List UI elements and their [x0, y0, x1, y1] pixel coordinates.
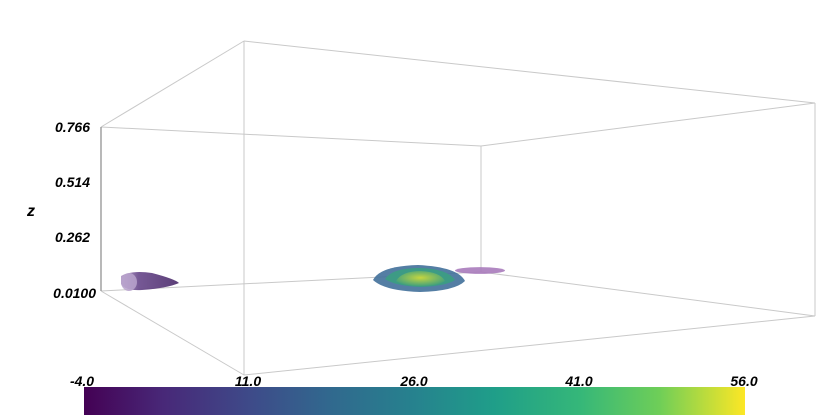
z-tick-label: 0.262	[55, 229, 90, 245]
colorbar-tick-label: 56.0	[730, 373, 757, 389]
box-edge	[100, 290, 245, 376]
isosurface-right-small	[455, 267, 505, 274]
colorbar-bar	[84, 387, 745, 415]
box-edge	[100, 126, 482, 147]
isosurface-center-inner	[396, 271, 445, 286]
box-edge	[100, 40, 245, 128]
z-tick-label: 0.766	[55, 119, 90, 135]
box-edge	[243, 40, 816, 104]
isosurface-left-blob-cap	[121, 273, 137, 291]
bounding-box	[100, 40, 816, 376]
z-axis: 0.766 0.514 0.262 0.0100 z	[26, 119, 96, 301]
box-edge	[480, 271, 816, 317]
box-edge	[243, 315, 816, 376]
z-tick-label: 0.514	[55, 174, 90, 190]
isosurfaces	[121, 265, 505, 292]
colorbar: -4.0 11.0 26.0 41.0 56.0	[70, 373, 758, 415]
colorbar-tick-label: 26.0	[399, 373, 427, 389]
z-axis-title: z	[26, 203, 35, 220]
colorbar-tick-label: 41.0	[564, 373, 592, 389]
z-tick-label: 0.0100	[53, 285, 96, 301]
colorbar-tick-label: 11.0	[235, 373, 261, 389]
box-edge	[480, 102, 816, 147]
colorbar-tick-label: -4.0	[70, 373, 94, 389]
